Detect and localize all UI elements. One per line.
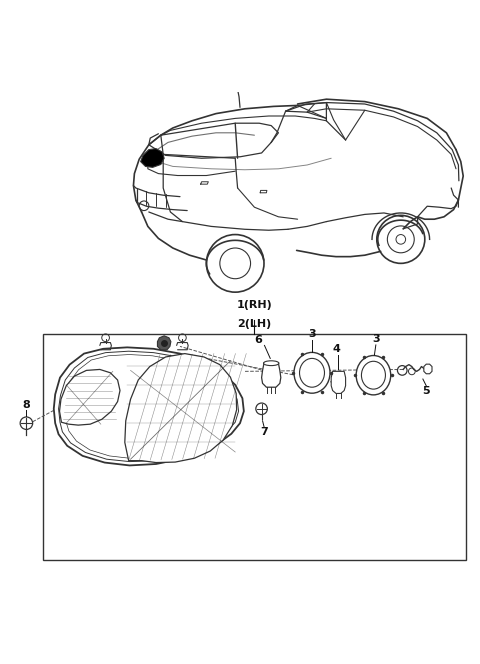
- Polygon shape: [424, 364, 432, 374]
- Text: 6: 6: [254, 335, 262, 345]
- Ellipse shape: [294, 353, 330, 393]
- Bar: [43, 335, 466, 560]
- Text: 7: 7: [260, 427, 268, 437]
- Polygon shape: [54, 347, 244, 465]
- Polygon shape: [331, 371, 346, 394]
- Text: 2(LH): 2(LH): [237, 319, 272, 329]
- Ellipse shape: [361, 361, 385, 389]
- Polygon shape: [262, 363, 281, 387]
- Text: 3: 3: [308, 329, 316, 339]
- Text: 8: 8: [23, 400, 30, 410]
- Polygon shape: [59, 351, 239, 461]
- Text: 3: 3: [372, 334, 380, 344]
- Polygon shape: [157, 336, 171, 350]
- Ellipse shape: [300, 359, 324, 387]
- Ellipse shape: [356, 355, 391, 395]
- Polygon shape: [60, 369, 120, 425]
- Text: 4: 4: [332, 343, 340, 354]
- Polygon shape: [141, 149, 164, 167]
- Polygon shape: [65, 355, 232, 458]
- Text: 5: 5: [422, 386, 430, 396]
- Polygon shape: [125, 354, 237, 463]
- Text: 1(RH): 1(RH): [237, 300, 272, 310]
- Ellipse shape: [264, 361, 279, 366]
